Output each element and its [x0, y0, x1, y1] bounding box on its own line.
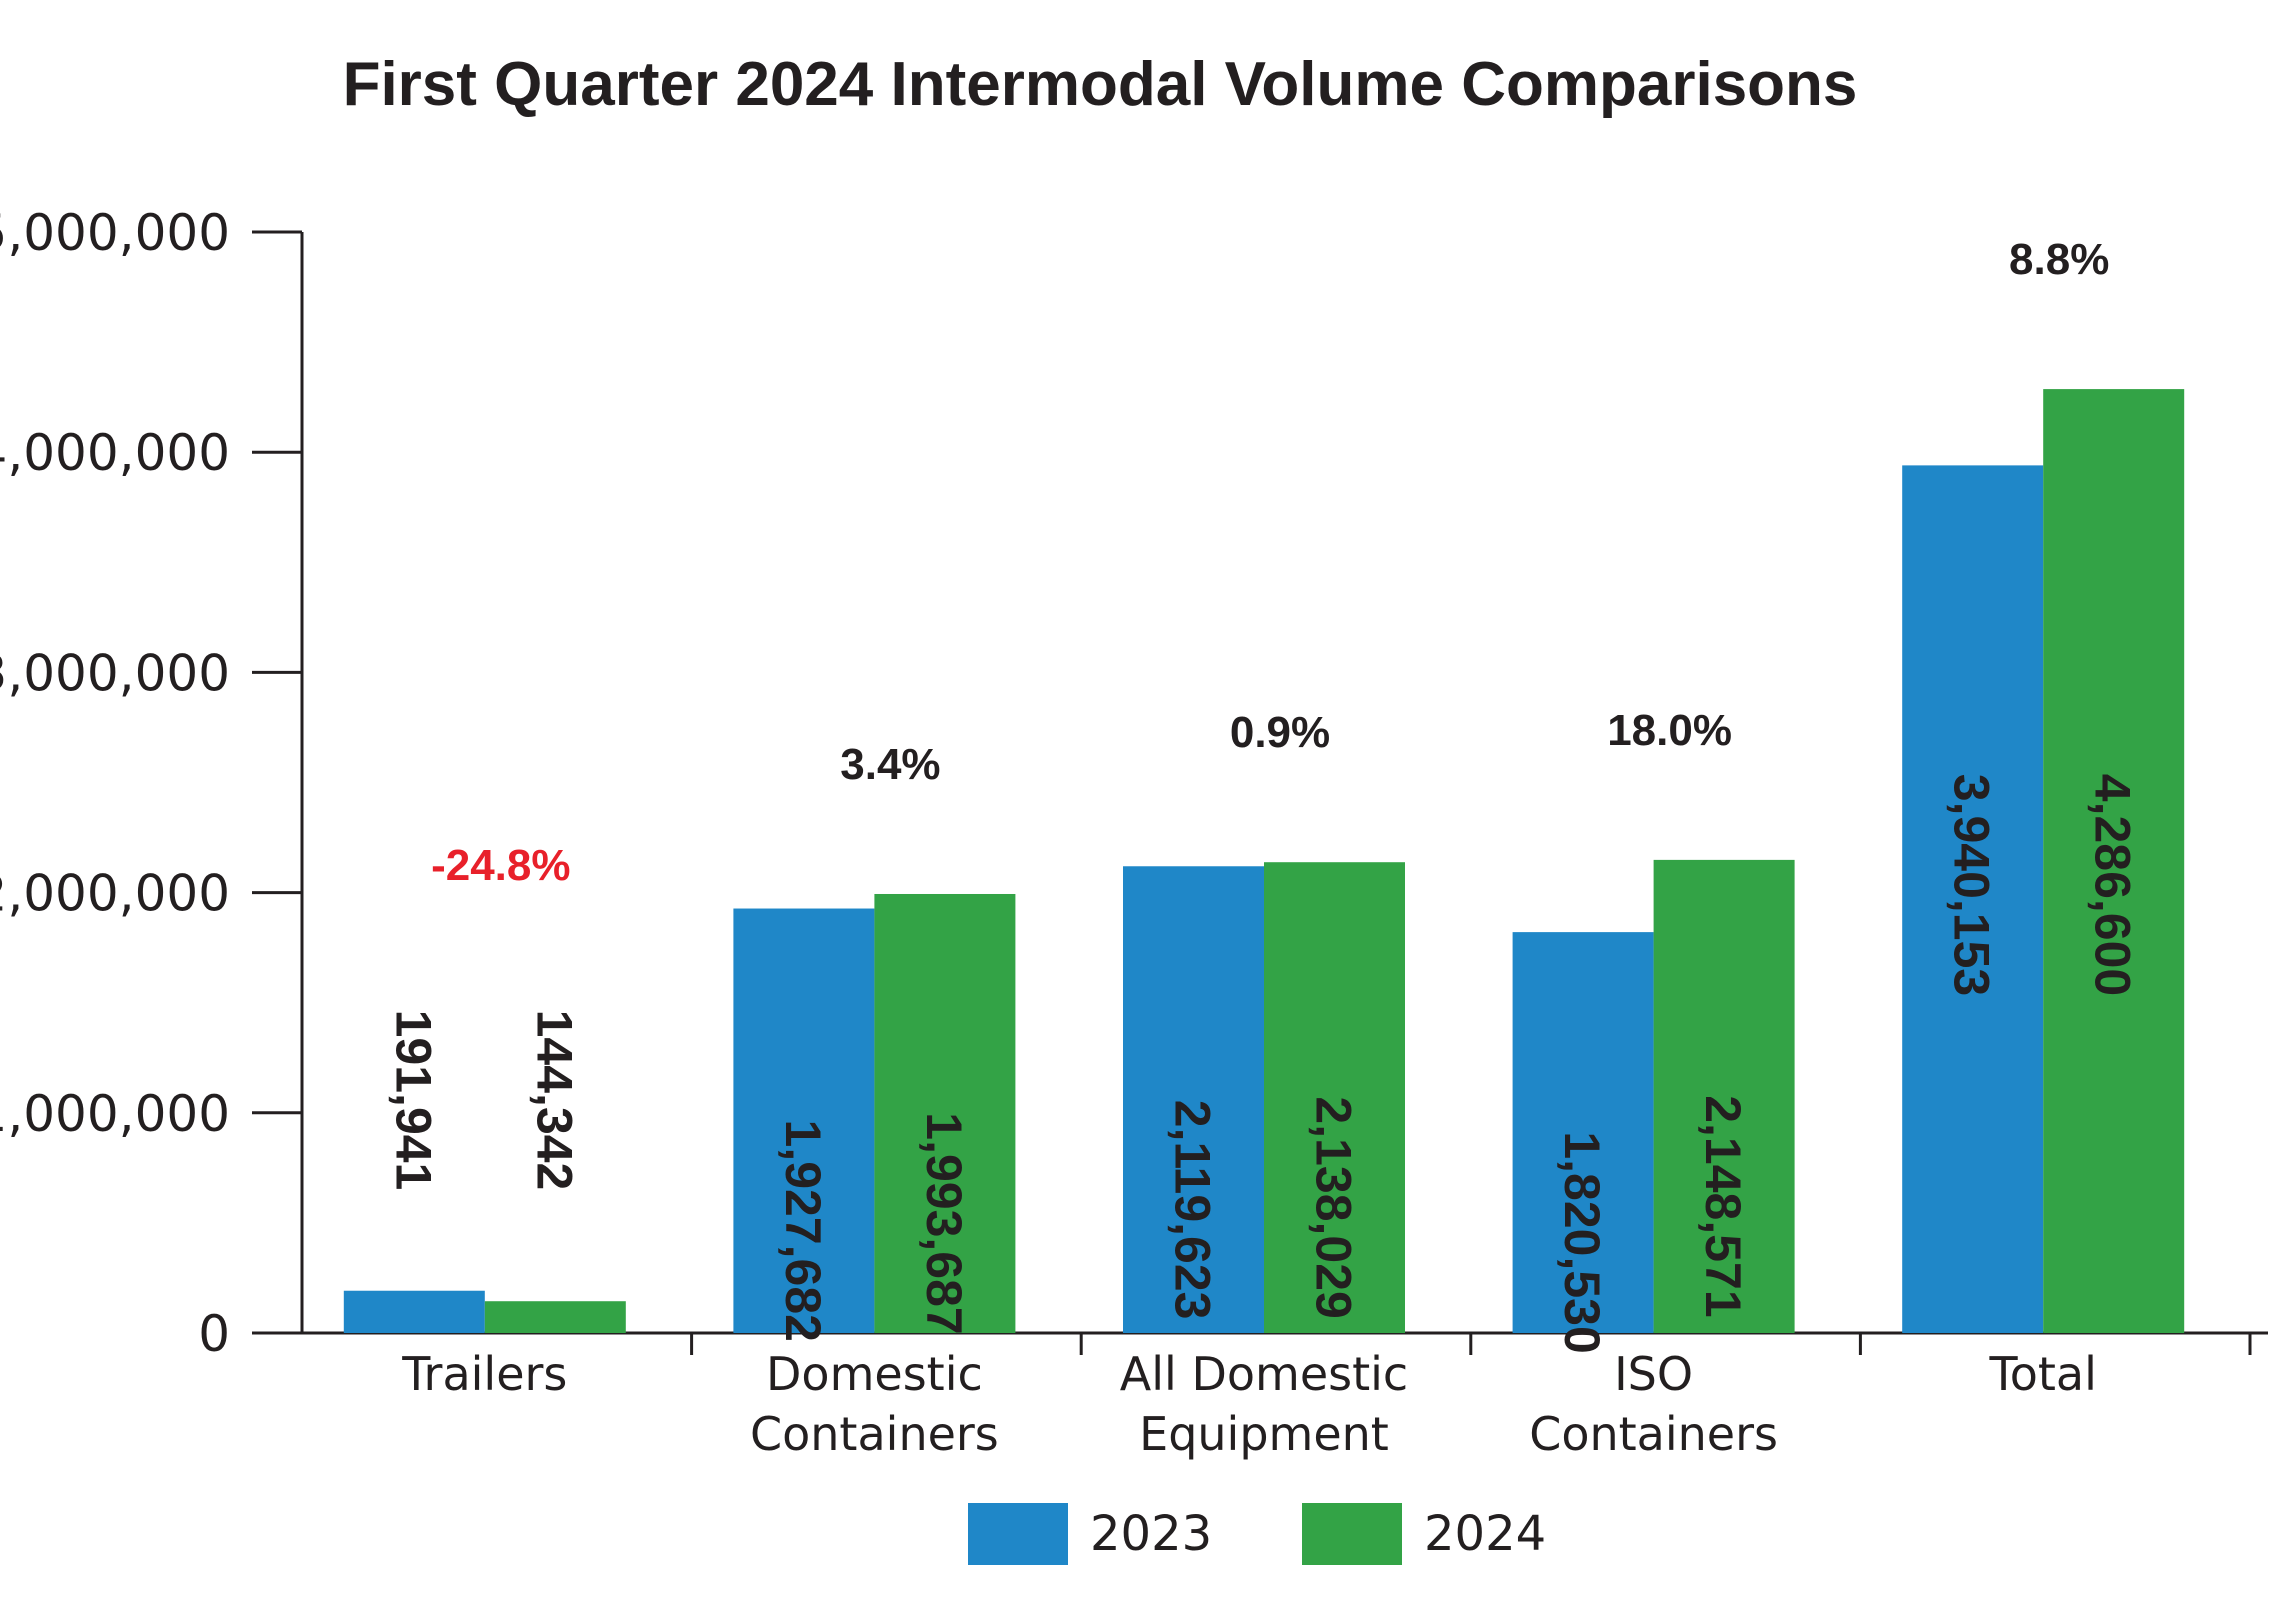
- value-label-2023: 2,119,623: [1165, 1100, 1221, 1320]
- value-label-2024: 4,286,600: [2085, 774, 2141, 996]
- x-category-label: All Domestic Equipment: [1120, 1347, 1408, 1461]
- x-category-line: Domestic: [766, 1347, 983, 1401]
- legend-swatch-2024: [1302, 1503, 1402, 1565]
- y-tick-label: 3,000,000: [0, 644, 230, 702]
- bar-2023: [343, 1290, 485, 1333]
- percent-change-label: 3.4%: [840, 740, 940, 789]
- legend-label-2024: 2024: [1424, 1506, 1546, 1562]
- percent-change-label: 8.8%: [2009, 235, 2109, 284]
- value-label-2024: 1,993,687: [916, 1112, 972, 1334]
- percent-change-label: -24.8%: [431, 841, 570, 890]
- chart-axes: 0 1,000,000 2,000,000 3,000,000 4,000,000 5,0…: [0, 204, 2268, 1461]
- bar-2024: [484, 1301, 626, 1333]
- x-category-label: Total: [1988, 1347, 2096, 1401]
- x-category-line: All Domestic: [1120, 1347, 1408, 1401]
- bar-2024: [1653, 859, 1795, 1333]
- value-label-2023: 1,927,682: [775, 1120, 831, 1342]
- bar-2024: [874, 893, 1016, 1333]
- value-label-2024: 2,138,029: [1306, 1096, 1362, 1318]
- value-label-2023: 1,820,530: [1554, 1131, 1610, 1353]
- percent-change-label: 18.0%: [1607, 706, 1732, 755]
- bar-2023: [1902, 465, 2044, 1333]
- legend-swatch-2023: [968, 1503, 1068, 1565]
- chart-legend: 2023 2024: [968, 1503, 1546, 1565]
- x-category-label: ISO Containers: [1529, 1347, 1778, 1461]
- y-tick-label: 4,000,000: [0, 424, 230, 482]
- chart-bars: [343, 389, 2185, 1333]
- x-category-label: Domestic Containers: [750, 1347, 999, 1461]
- value-label-2024: 144,342: [526, 1010, 582, 1191]
- y-tick-label: 1,000,000: [0, 1085, 230, 1143]
- chart-title: First Quarter 2024 Intermodal Volume Com…: [343, 50, 1858, 119]
- value-label-2023: 3,940,153: [1944, 774, 2000, 996]
- x-category-line: Total: [1988, 1347, 2096, 1401]
- y-tick-label: 0: [198, 1305, 230, 1363]
- x-category-line: Containers: [1529, 1407, 1778, 1461]
- x-category-line: Containers: [750, 1407, 999, 1461]
- bar-2024: [2043, 389, 2185, 1333]
- x-category-label: Trailers: [401, 1347, 567, 1401]
- y-tick-label: 5,000,000: [0, 204, 230, 262]
- legend-label-2023: 2023: [1090, 1506, 1212, 1562]
- value-label-2024: 2,148,571: [1695, 1095, 1751, 1317]
- bar-2023: [1512, 932, 1654, 1333]
- y-tick-label: 2,000,000: [0, 865, 230, 923]
- x-category-line: ISO: [1614, 1347, 1693, 1401]
- percent-change-label: 0.9%: [1230, 708, 1330, 757]
- x-category-line: Trailers: [401, 1347, 567, 1401]
- bar-2023: [1123, 866, 1264, 1333]
- bar-2023: [733, 908, 875, 1333]
- chart-labels: 191,941 144,342 -24.8% 1,927,682 1,993,687 3.…: [385, 235, 2140, 1354]
- bar-2024: [1264, 862, 1405, 1333]
- x-category-line: Equipment: [1139, 1407, 1389, 1461]
- value-label-2023: 191,941: [385, 1010, 441, 1191]
